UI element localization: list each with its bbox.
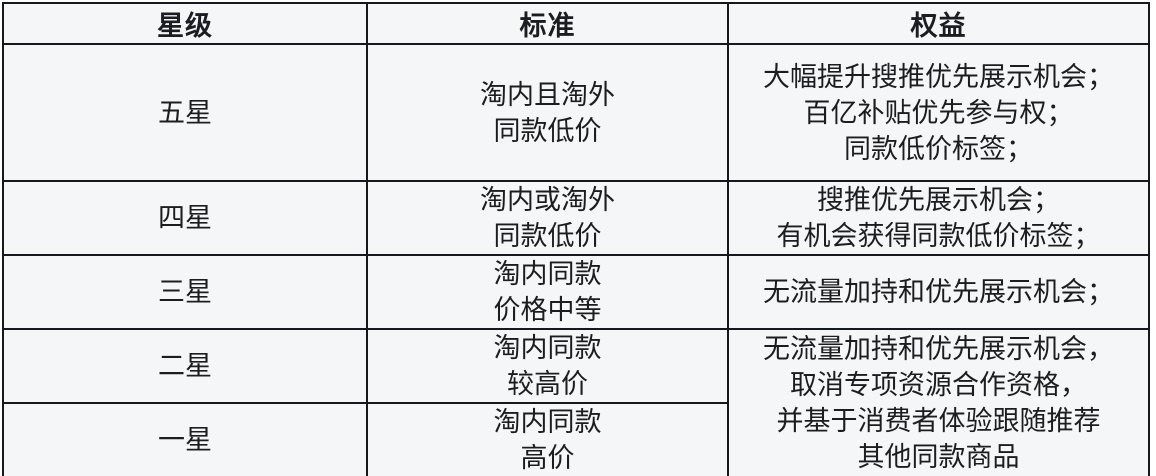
standard-line: 淘内同款	[493, 333, 602, 363]
benefit-cell: 大幅提升搜推优先展示机会； 百亿补贴优先参与权； 同款低价标签；	[727, 43, 1150, 182]
level-cell: 四星	[2, 180, 368, 256]
standard-line: 较高价	[507, 369, 588, 399]
benefit-line: 有机会获得同款低价标签；	[776, 221, 1101, 251]
benefit-line: 搜推优先展示机会；	[817, 185, 1060, 215]
benefit-line: 无流量加持和优先展示机会，	[763, 334, 1114, 364]
standard-cell: 淘内或淘外 同款低价	[366, 180, 729, 256]
standard-line: 淘内或淘外	[480, 185, 615, 215]
benefit-line: 百亿补贴优先参与权；	[803, 97, 1074, 128]
standard-cell: 淘内且淘外 同款低价	[366, 43, 729, 182]
standard-line: 淘内同款	[493, 407, 602, 437]
standard-cell: 淘内同款 较高价	[366, 328, 729, 404]
benefit-line: 其他同款商品	[857, 442, 1020, 472]
table-row-one-star: 一星 淘内同款 高价	[2, 402, 1149, 476]
standard-cell: 淘内同款 高价	[366, 402, 729, 476]
table-row-three-star: 三星 淘内同款 价格中等 无流量加持和优先展示机会；	[2, 254, 1150, 330]
header-cell-star-level: 星级	[2, 2, 368, 45]
table-row-five-star: 五星 淘内且淘外 同款低价 大幅提升搜推优先展示机会； 百亿补贴优先参与权； 同…	[2, 43, 1150, 182]
standard-cell: 淘内同款 价格中等	[366, 254, 729, 330]
header-cell-standard: 标准	[366, 2, 729, 45]
table-row-four-star: 四星 淘内或淘外 同款低价 搜推优先展示机会； 有机会获得同款低价标签；	[2, 180, 1150, 256]
level-cell: 一星	[2, 402, 368, 476]
benefit-cell-merged: 无流量加持和优先展示机会， 取消专项资源合作资格， 并基于消费者体验跟随推荐 其…	[727, 328, 1150, 476]
level-cell: 三星	[2, 254, 368, 330]
benefit-line: 同款低价标签；	[844, 133, 1033, 164]
benefit-cell: 无流量加持和优先展示机会；	[727, 254, 1150, 330]
header-row: 星级 标准 权益	[2, 2, 1150, 45]
standard-line: 同款低价	[493, 221, 602, 251]
level-cell: 二星	[2, 328, 368, 404]
standard-line: 价格中等	[493, 295, 602, 325]
standard-line: 淘内且淘外	[480, 79, 615, 110]
standard-line: 高价	[520, 443, 575, 473]
benefit-cell: 搜推优先展示机会； 有机会获得同款低价标签；	[727, 180, 1150, 256]
level-cell: 五星	[2, 43, 368, 182]
standard-line: 同款低价	[493, 115, 602, 146]
benefit-line: 无流量加持和优先展示机会；	[763, 277, 1114, 307]
benefit-line: 大幅提升搜推优先展示机会；	[763, 61, 1114, 92]
table-row-two-star: 二星 淘内同款 较高价 无流量加持和优先展示机会， 取消专项资源合作资格， 并基…	[2, 328, 1150, 476]
header-cell-benefit: 权益	[727, 2, 1150, 45]
benefit-line: 并基于消费者体验跟随推荐	[776, 406, 1101, 436]
standard-line: 淘内同款	[493, 259, 602, 289]
benefit-line: 取消专项资源合作资格，	[790, 370, 1087, 400]
